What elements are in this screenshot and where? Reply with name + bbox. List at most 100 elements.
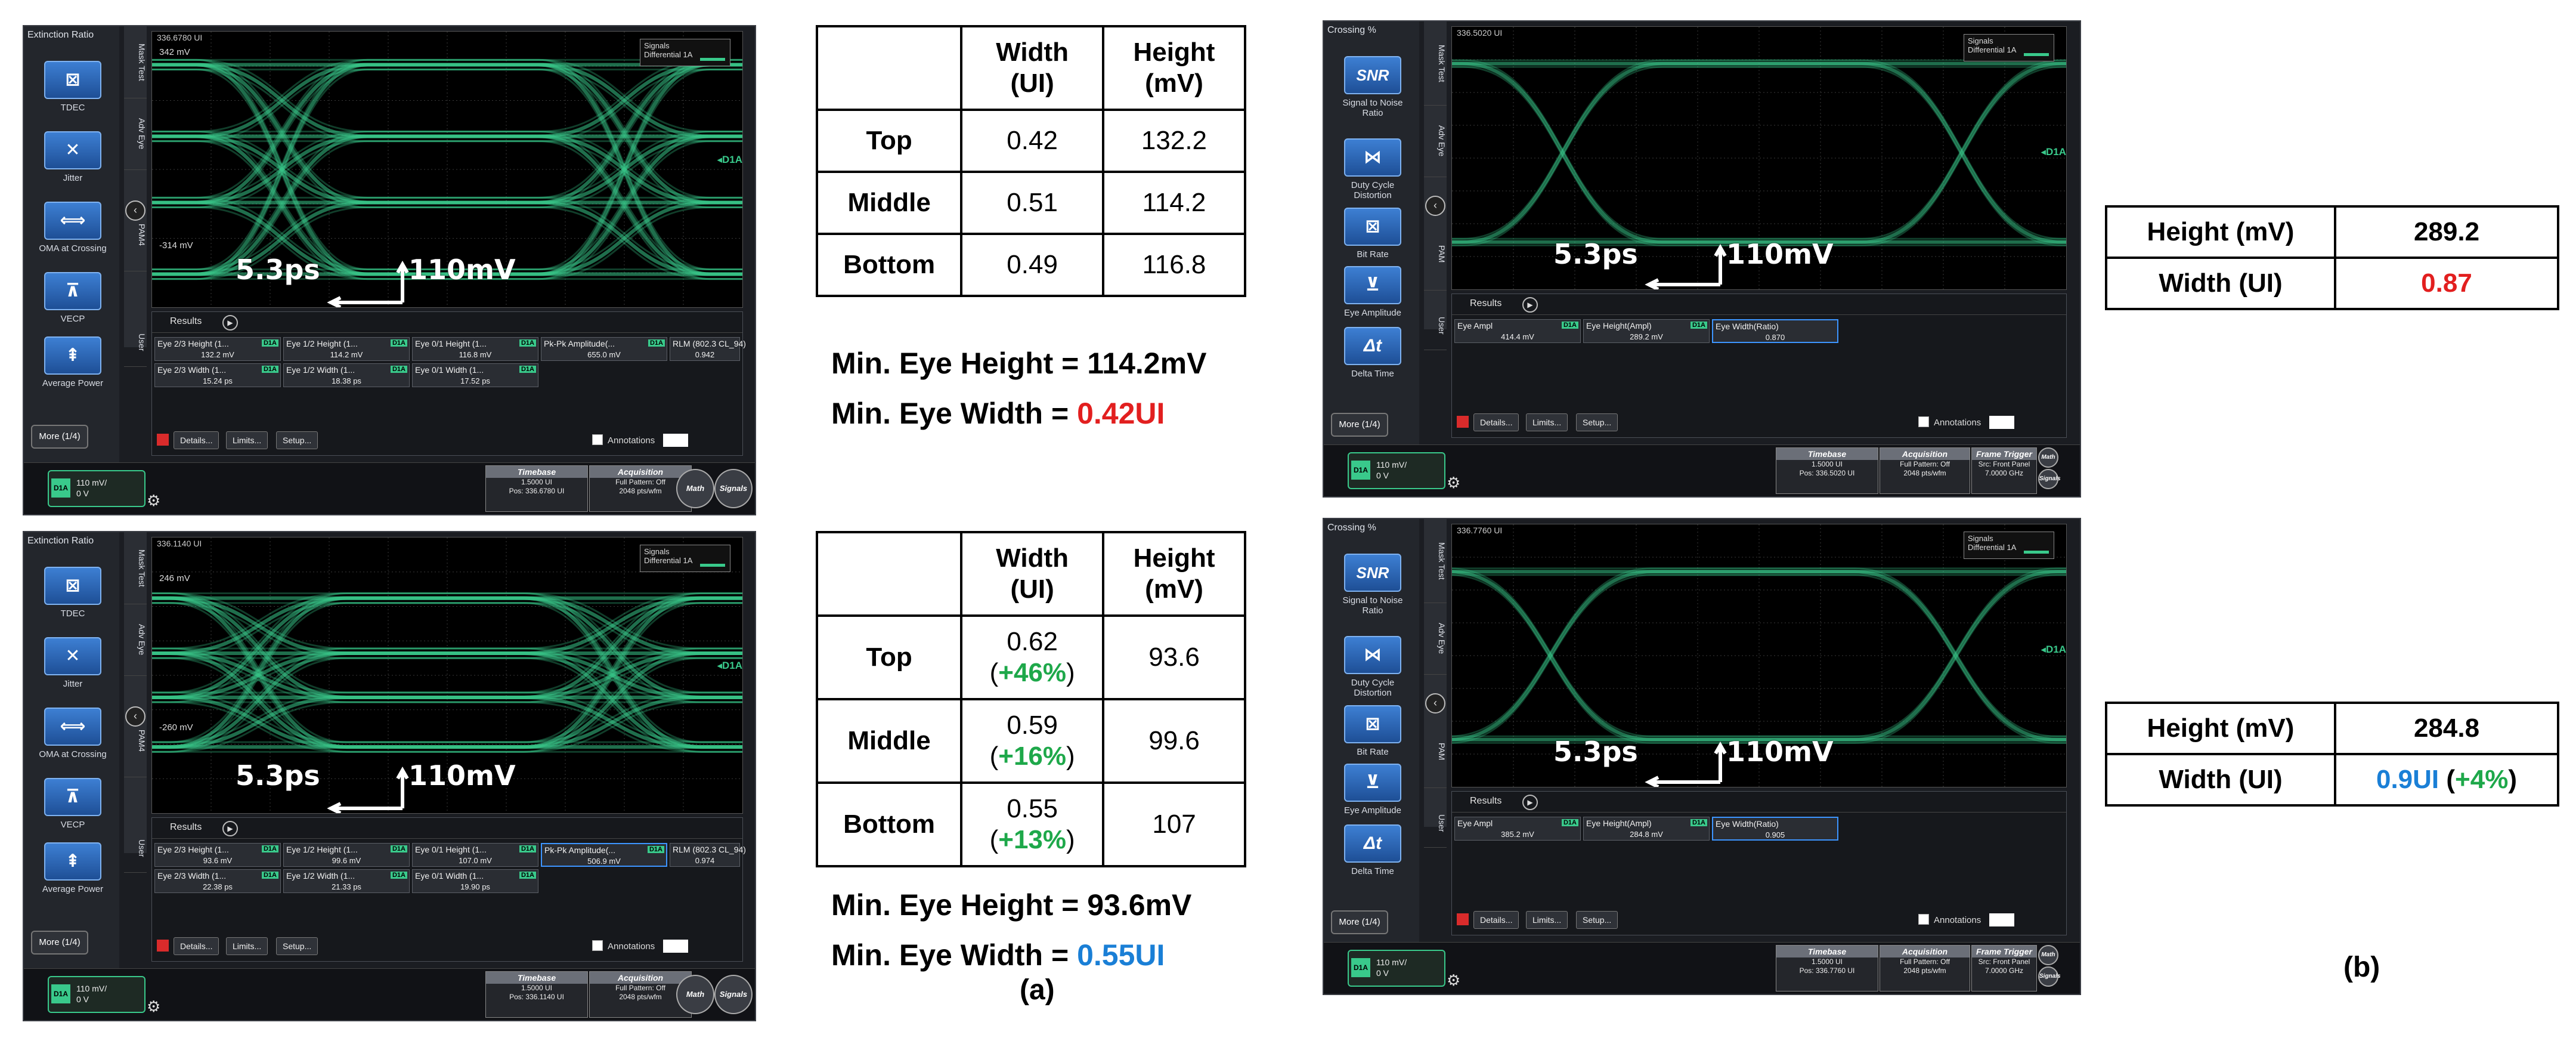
acquisition-box[interactable]: Acquisition Full Pattern: Off 2048 pts/wfm: [1880, 447, 1970, 494]
annotations-color-box[interactable]: [663, 940, 689, 953]
snr-tool[interactable]: SNR Signal to Noise Ratio: [1331, 56, 1414, 118]
tab-pam4[interactable]: PAM4: [124, 199, 147, 271]
result-cell[interactable]: Eye 1/2 Width (1... D1A 18.38 ps: [283, 363, 410, 387]
stop-icon[interactable]: [157, 940, 169, 952]
signals-legend[interactable]: Signals Differential 1A: [1964, 34, 2054, 61]
result-cell[interactable]: Eye 0/1 Height (1... D1A 107.0 mV: [412, 843, 538, 867]
gear-icon[interactable]: ⚙: [147, 997, 161, 1015]
annotations-color-box[interactable]: [663, 434, 689, 447]
tab-pam[interactable]: PAM: [1424, 218, 1447, 291]
bit-rate-tool[interactable]: ⊠ Bit Rate: [1331, 705, 1414, 757]
channel-badge[interactable]: D1A 110 mV/0 V: [1348, 950, 1445, 987]
math-button[interactable]: Math: [676, 975, 714, 1014]
tab-adv-eye[interactable]: Adv Eye: [1424, 105, 1447, 177]
tab-mask-test[interactable]: Mask Test: [124, 532, 147, 604]
play-icon[interactable]: ▶: [1522, 795, 1538, 810]
timebase-box[interactable]: Timebase 1.5000 UI Pos: 336.6780 UI: [485, 465, 588, 512]
result-cell[interactable]: RLM (802.3 CL_94) 0.974: [670, 843, 746, 867]
more-button[interactable]: More (1/4): [1331, 910, 1388, 934]
annotations-checkbox[interactable]: [1918, 914, 1929, 925]
acquisition-box[interactable]: Acquisition Full Pattern: Off 2048 pts/wfm: [589, 971, 692, 1018]
setup-button[interactable]: Setup...: [1576, 911, 1618, 929]
more-button[interactable]: More (1/4): [31, 931, 88, 955]
gear-icon[interactable]: ⚙: [1447, 971, 1461, 989]
tab-adv-eye[interactable]: Adv Eye: [1424, 603, 1447, 675]
play-icon[interactable]: ▶: [222, 315, 238, 331]
tdec-tool[interactable]: ⊠ TDEC: [31, 61, 114, 113]
limits-button[interactable]: Limits...: [1526, 413, 1568, 431]
signals-legend[interactable]: Signals Differential 1A: [1964, 532, 2054, 559]
vecp-tool[interactable]: ⊼ VECP: [31, 272, 114, 324]
stop-icon[interactable]: [1457, 913, 1469, 925]
result-cell[interactable]: Eye 1/2 Width (1... D1A 21.33 ps: [283, 869, 410, 893]
average-power-tool[interactable]: ⇞ Average Power: [31, 336, 114, 388]
result-cell[interactable]: Eye Ampl D1A 414.4 mV: [1454, 319, 1581, 343]
annotations-checkbox[interactable]: [592, 940, 603, 951]
signals-button[interactable]: Signals: [714, 975, 753, 1014]
annotations-toggle[interactable]: Annotations: [592, 940, 689, 953]
result-cell[interactable]: Eye 2/3 Height (1... D1A 93.6 mV: [154, 843, 281, 867]
math-button[interactable]: Math: [2038, 447, 2058, 468]
channel-badge[interactable]: D1A 110 mV/0 V: [48, 470, 145, 507]
jitter-tool[interactable]: ✕ Jitter: [31, 131, 114, 183]
result-cell[interactable]: Eye Height(Ampl) D1A 289.2 mV: [1583, 319, 1710, 343]
timebase-box[interactable]: Timebase 1.5000 UI Pos: 336.7760 UI: [1776, 945, 1878, 992]
signals-legend[interactable]: Signals Differential 1A: [640, 545, 730, 572]
tab-user[interactable]: User: [1424, 799, 1447, 848]
tab-mask-test[interactable]: Mask Test: [1424, 519, 1447, 603]
result-cell[interactable]: Eye 2/3 Height (1... D1A 132.2 mV: [154, 337, 281, 361]
frame-trigger-box[interactable]: Frame Trigger Src: Front Panel 7.0000 GHz: [1971, 447, 2037, 494]
delta-time-tool[interactable]: Δt Delta Time: [1331, 327, 1414, 379]
limits-button[interactable]: Limits...: [226, 431, 268, 449]
gear-icon[interactable]: ⚙: [1447, 474, 1461, 492]
annotations-color-box[interactable]: [1989, 913, 2015, 926]
play-icon[interactable]: ▶: [1522, 297, 1538, 313]
limits-button[interactable]: Limits...: [226, 937, 268, 955]
details-button[interactable]: Details...: [1473, 413, 1519, 431]
signals-legend[interactable]: Signals Differential 1A: [640, 39, 730, 66]
signals-button[interactable]: Signals: [2038, 966, 2061, 987]
result-cell[interactable]: Eye Ampl D1A 385.2 mV: [1454, 817, 1581, 841]
tab-user[interactable]: User: [124, 824, 147, 873]
timebase-box[interactable]: Timebase 1.5000 UI Pos: 336.5020 UI: [1776, 447, 1878, 494]
result-cell-selected[interactable]: Eye Width(Ratio) 0.905: [1712, 817, 1838, 841]
tab-mask-test[interactable]: Mask Test: [1424, 21, 1447, 106]
acquisition-box[interactable]: Acquisition Full Pattern: Off 2048 pts/wfm: [1880, 945, 1970, 992]
vecp-tool[interactable]: ⊼ VECP: [31, 778, 114, 830]
more-button[interactable]: More (1/4): [1331, 413, 1388, 437]
result-cell[interactable]: Eye 1/2 Height (1... D1A 114.2 mV: [283, 337, 410, 361]
eye-amplitude-tool[interactable]: ⊻ Eye Amplitude: [1331, 764, 1414, 816]
result-cell[interactable]: Eye 2/3 Width (1... D1A 15.24 ps: [154, 363, 281, 387]
signals-button[interactable]: Signals: [714, 469, 753, 508]
tab-mask-test[interactable]: Mask Test: [124, 26, 147, 98]
bit-rate-tool[interactable]: ⊠ Bit Rate: [1331, 208, 1414, 260]
tab-pam[interactable]: PAM: [1424, 716, 1447, 788]
tab-user[interactable]: User: [124, 319, 147, 367]
details-button[interactable]: Details...: [174, 937, 219, 955]
collapse-chevron-icon[interactable]: ‹: [125, 200, 145, 221]
frame-trigger-box[interactable]: Frame Trigger Src: Front Panel 7.0000 GHz: [1971, 945, 2037, 992]
result-cell-selected[interactable]: Pk-Pk Amplitude(... D1A 506.9 mV: [541, 843, 667, 867]
result-cell[interactable]: Eye 0/1 Width (1... D1A 17.52 ps: [412, 363, 538, 387]
result-cell[interactable]: Eye 0/1 Height (1... D1A 116.8 mV: [412, 337, 538, 361]
average-power-tool[interactable]: ⇞ Average Power: [31, 842, 114, 894]
tab-pam4[interactable]: PAM4: [124, 705, 147, 777]
result-cell[interactable]: Eye 2/3 Width (1... D1A 22.38 ps: [154, 869, 281, 893]
channel-badge[interactable]: D1A 110 mV/0 V: [48, 976, 145, 1013]
channel-badge[interactable]: D1A 110 mV/0 V: [1348, 452, 1445, 489]
details-button[interactable]: Details...: [1473, 911, 1519, 929]
annotations-toggle[interactable]: Annotations: [592, 434, 689, 447]
oma-tool[interactable]: ⟺ OMA at Crossing: [31, 708, 114, 759]
play-icon[interactable]: ▶: [222, 821, 238, 836]
delta-time-tool[interactable]: Δt Delta Time: [1331, 824, 1414, 876]
tdec-tool[interactable]: ⊠ TDEC: [31, 567, 114, 619]
details-button[interactable]: Details...: [174, 431, 219, 449]
more-button[interactable]: More (1/4): [31, 425, 88, 449]
eye-amplitude-tool[interactable]: ⊻ Eye Amplitude: [1331, 266, 1414, 318]
math-button[interactable]: Math: [676, 469, 714, 508]
tab-user[interactable]: User: [1424, 302, 1447, 350]
tab-adv-eye[interactable]: Adv Eye: [124, 98, 147, 170]
setup-button[interactable]: Setup...: [276, 937, 318, 955]
oma-tool[interactable]: ⟺ OMA at Crossing: [31, 202, 114, 254]
duty-cycle-tool[interactable]: ⋈ Duty Cycle Distortion: [1331, 636, 1414, 698]
